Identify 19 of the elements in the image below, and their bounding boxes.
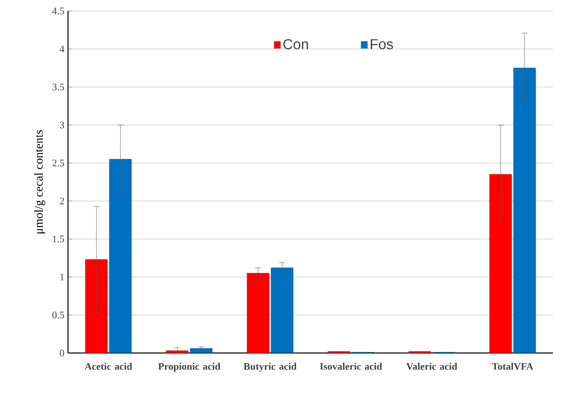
legend-label: Con	[283, 39, 308, 50]
y-tick-label: 2.5	[52, 160, 64, 166]
x-tick-label: Butyric acid	[244, 362, 297, 372]
y-tick-label: 0	[60, 350, 64, 356]
y-tick-label: 1.5	[52, 236, 64, 242]
legend-label: Fos	[370, 39, 393, 50]
y-tick-label: 4.5	[52, 8, 64, 14]
x-tick-label: Propionic acid	[158, 362, 220, 372]
x-tick-label: Isovaleric acid	[320, 362, 382, 370]
y-tick-label: 1	[60, 274, 64, 280]
y-tick-label: 2	[60, 198, 64, 204]
x-tick-label: TotalVFA	[492, 362, 534, 370]
x-tick-label: Valeric acid	[406, 362, 458, 370]
y-tick-label: 3.5	[52, 84, 64, 90]
y-axis-title: μmol/g cecal contents	[34, 130, 46, 234]
y-tick-label: 4	[60, 46, 64, 52]
x-tick-label: Acetic acid	[84, 362, 132, 370]
y-tick-label: 0.5	[52, 312, 64, 318]
y-tick-label: 3	[60, 122, 64, 128]
